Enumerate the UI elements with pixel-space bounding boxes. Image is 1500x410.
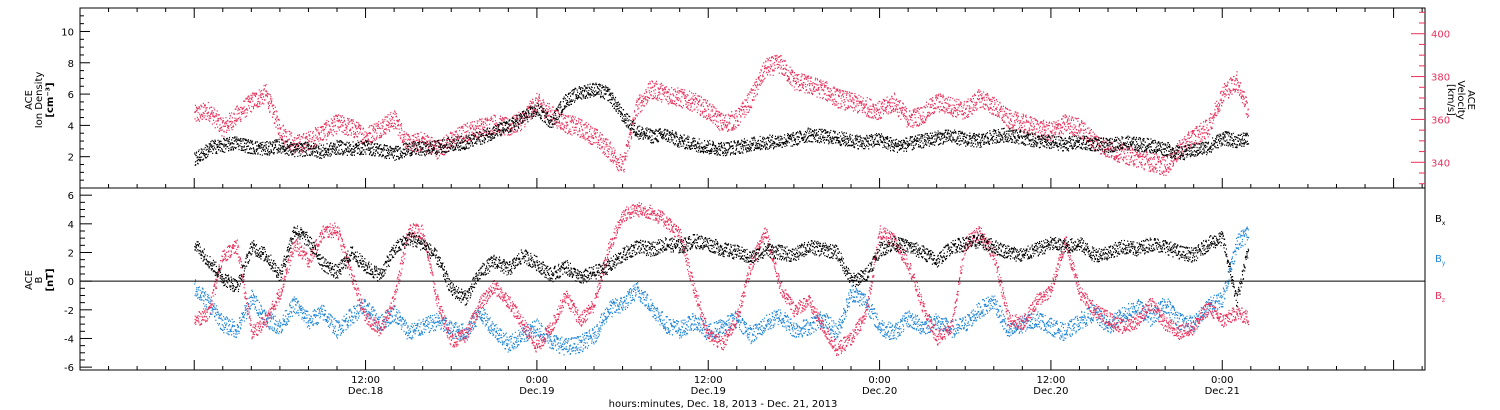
density-tick-label: 4 [68,121,74,132]
x-tick-time-label: 12:00 [1036,375,1065,386]
x-tick-time-label: 0:00 [526,375,548,386]
legend-bz-subscript: z [1442,297,1445,304]
field-tick-label: -4 [64,334,74,345]
x-tick-date-label: Dec.19 [519,386,554,397]
legend-by-subscript: y [1442,260,1446,267]
x-tick-time-label: 0:00 [868,375,890,386]
velocity-axis-label-line-2: Velocity [1455,80,1466,119]
legend-bx: Bx [1435,214,1446,227]
velocity-tick-label: 340 [1431,158,1450,169]
velocity-tick-label: 400 [1431,30,1450,41]
bx-series [194,225,1250,307]
density-axis-label: ACE Ion Density [cm⁻³] [24,72,56,129]
velocity-axis-label: ACE Velocity [km/s] [1445,80,1476,119]
x-tick-time-label: 12:00 [694,375,723,386]
density-tick-label: 2 [68,153,74,164]
bz-series [194,202,1250,357]
field-tick-label: 4 [68,220,74,231]
legend-by: By [1435,254,1446,267]
x-tick-date-label: Dec.20 [862,386,897,397]
x-tick-time-label: 0:00 [1211,375,1233,386]
axes-ticks: 246810340360380400-6-4-2024612:00Dec.180… [61,8,1450,397]
field-axis-label-line-3: [nT] [45,268,56,291]
legend-bz-symbol: B [1435,291,1442,302]
legend-bz: Bz [1435,291,1445,304]
top-panel-frame [79,7,1426,189]
legend-bx-subscript: x [1442,220,1446,227]
velocity-series [194,54,1250,176]
ion-density-series [194,82,1250,166]
velocity-axis-label-line-3: [km/s] [1445,84,1456,116]
field-tick-label: -6 [64,363,74,374]
legend-bx-symbol: B [1435,214,1442,225]
legend-by-symbol: B [1435,254,1442,265]
bottom-panel-frame [79,187,1426,371]
field-tick-label: 2 [68,248,74,259]
density-axis-label-line-1: ACE [24,90,35,110]
density-tick-label: 10 [61,27,74,38]
x-axis-title: hours:minutes, Dec. 18, 2013 - Dec. 21, … [609,399,838,410]
density-axis-label-line-3: [cm⁻³] [45,82,56,117]
density-tick-label: 8 [68,59,74,70]
velocity-axis-label-line-1: ACE [1465,90,1476,110]
x-tick-date-label: Dec.19 [691,386,726,397]
field-tick-label: 0 [68,277,74,288]
top-panel-data [194,54,1250,176]
bottom-panel-data [194,202,1250,357]
density-axis-label-line-2: Ion Density [34,72,45,129]
velocity-tick-label: 380 [1431,73,1450,84]
field-axis-label-line-2: B [34,276,45,283]
bottom-legend: Bx By Bz [1435,214,1446,304]
x-tick-date-label: Dec.21 [1205,386,1240,397]
field-tick-label: 6 [68,191,74,202]
field-tick-label: -2 [64,306,74,317]
x-tick-date-label: Dec.18 [348,386,383,397]
x-tick-time-label: 12:00 [351,375,380,386]
x-tick-date-label: Dec.20 [1033,386,1068,397]
density-tick-label: 6 [68,90,74,101]
field-axis-label-line-1: ACE [24,270,35,290]
velocity-tick-label: 360 [1431,115,1450,126]
field-axis-label: ACE B [nT] [24,268,56,291]
